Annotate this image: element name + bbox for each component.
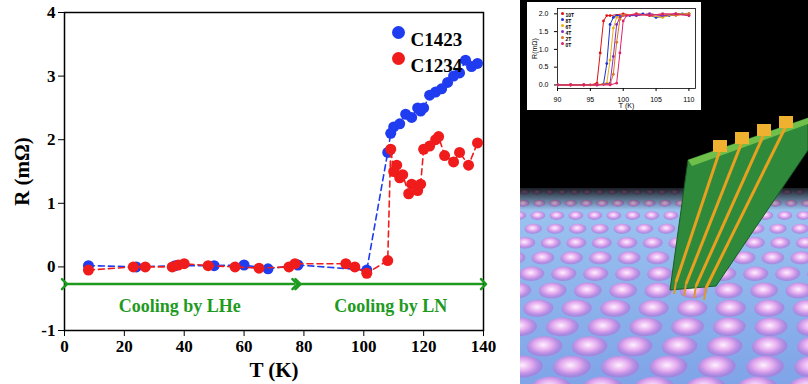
svg-text:20: 20: [116, 337, 133, 356]
svg-text:1.0: 1.0: [539, 46, 549, 53]
svg-text:R (mΩ): R (mΩ): [10, 137, 34, 206]
svg-text:0.5: 0.5: [539, 63, 549, 70]
svg-text:2: 2: [47, 130, 56, 149]
svg-text:0.0: 0.0: [539, 81, 549, 88]
svg-text:105: 105: [650, 96, 662, 103]
svg-text:R(mΩ): R(mΩ): [531, 38, 539, 59]
svg-text:T (K): T (K): [619, 102, 634, 110]
svg-text:4: 4: [47, 3, 56, 22]
svg-text:90: 90: [554, 96, 562, 103]
svg-text:100: 100: [617, 96, 630, 104]
svg-text:60: 60: [236, 337, 253, 356]
svg-text:6T: 6T: [565, 24, 572, 30]
svg-text:3: 3: [47, 67, 56, 86]
svg-text:-1: -1: [41, 321, 55, 340]
svg-text:Cooling by LHe: Cooling by LHe: [119, 296, 241, 316]
svg-text:8T: 8T: [565, 18, 572, 24]
svg-text:40: 40: [176, 337, 193, 356]
svg-text:10T: 10T: [565, 12, 575, 18]
svg-text:110: 110: [683, 96, 694, 103]
svg-text:80: 80: [295, 337, 312, 356]
svg-text:2T: 2T: [565, 36, 572, 42]
svg-text:0: 0: [47, 257, 56, 276]
svg-text:0T: 0T: [566, 42, 572, 48]
svg-text:1.5: 1.5: [539, 28, 549, 35]
svg-text:T (K): T (K): [249, 358, 298, 382]
svg-text:100: 100: [351, 337, 377, 356]
svg-text:2.0: 2.0: [539, 10, 549, 17]
svg-text:140: 140: [471, 337, 497, 356]
svg-text:120: 120: [411, 337, 437, 356]
svg-text:4T: 4T: [565, 30, 572, 36]
svg-text:95: 95: [586, 96, 594, 103]
svg-text:1: 1: [47, 194, 56, 213]
svg-text:0: 0: [60, 337, 69, 356]
svg-text:C1423: C1423: [411, 29, 463, 50]
svg-text:C1234: C1234: [411, 55, 463, 76]
svg-text:Cooling by LN: Cooling by LN: [334, 296, 447, 316]
